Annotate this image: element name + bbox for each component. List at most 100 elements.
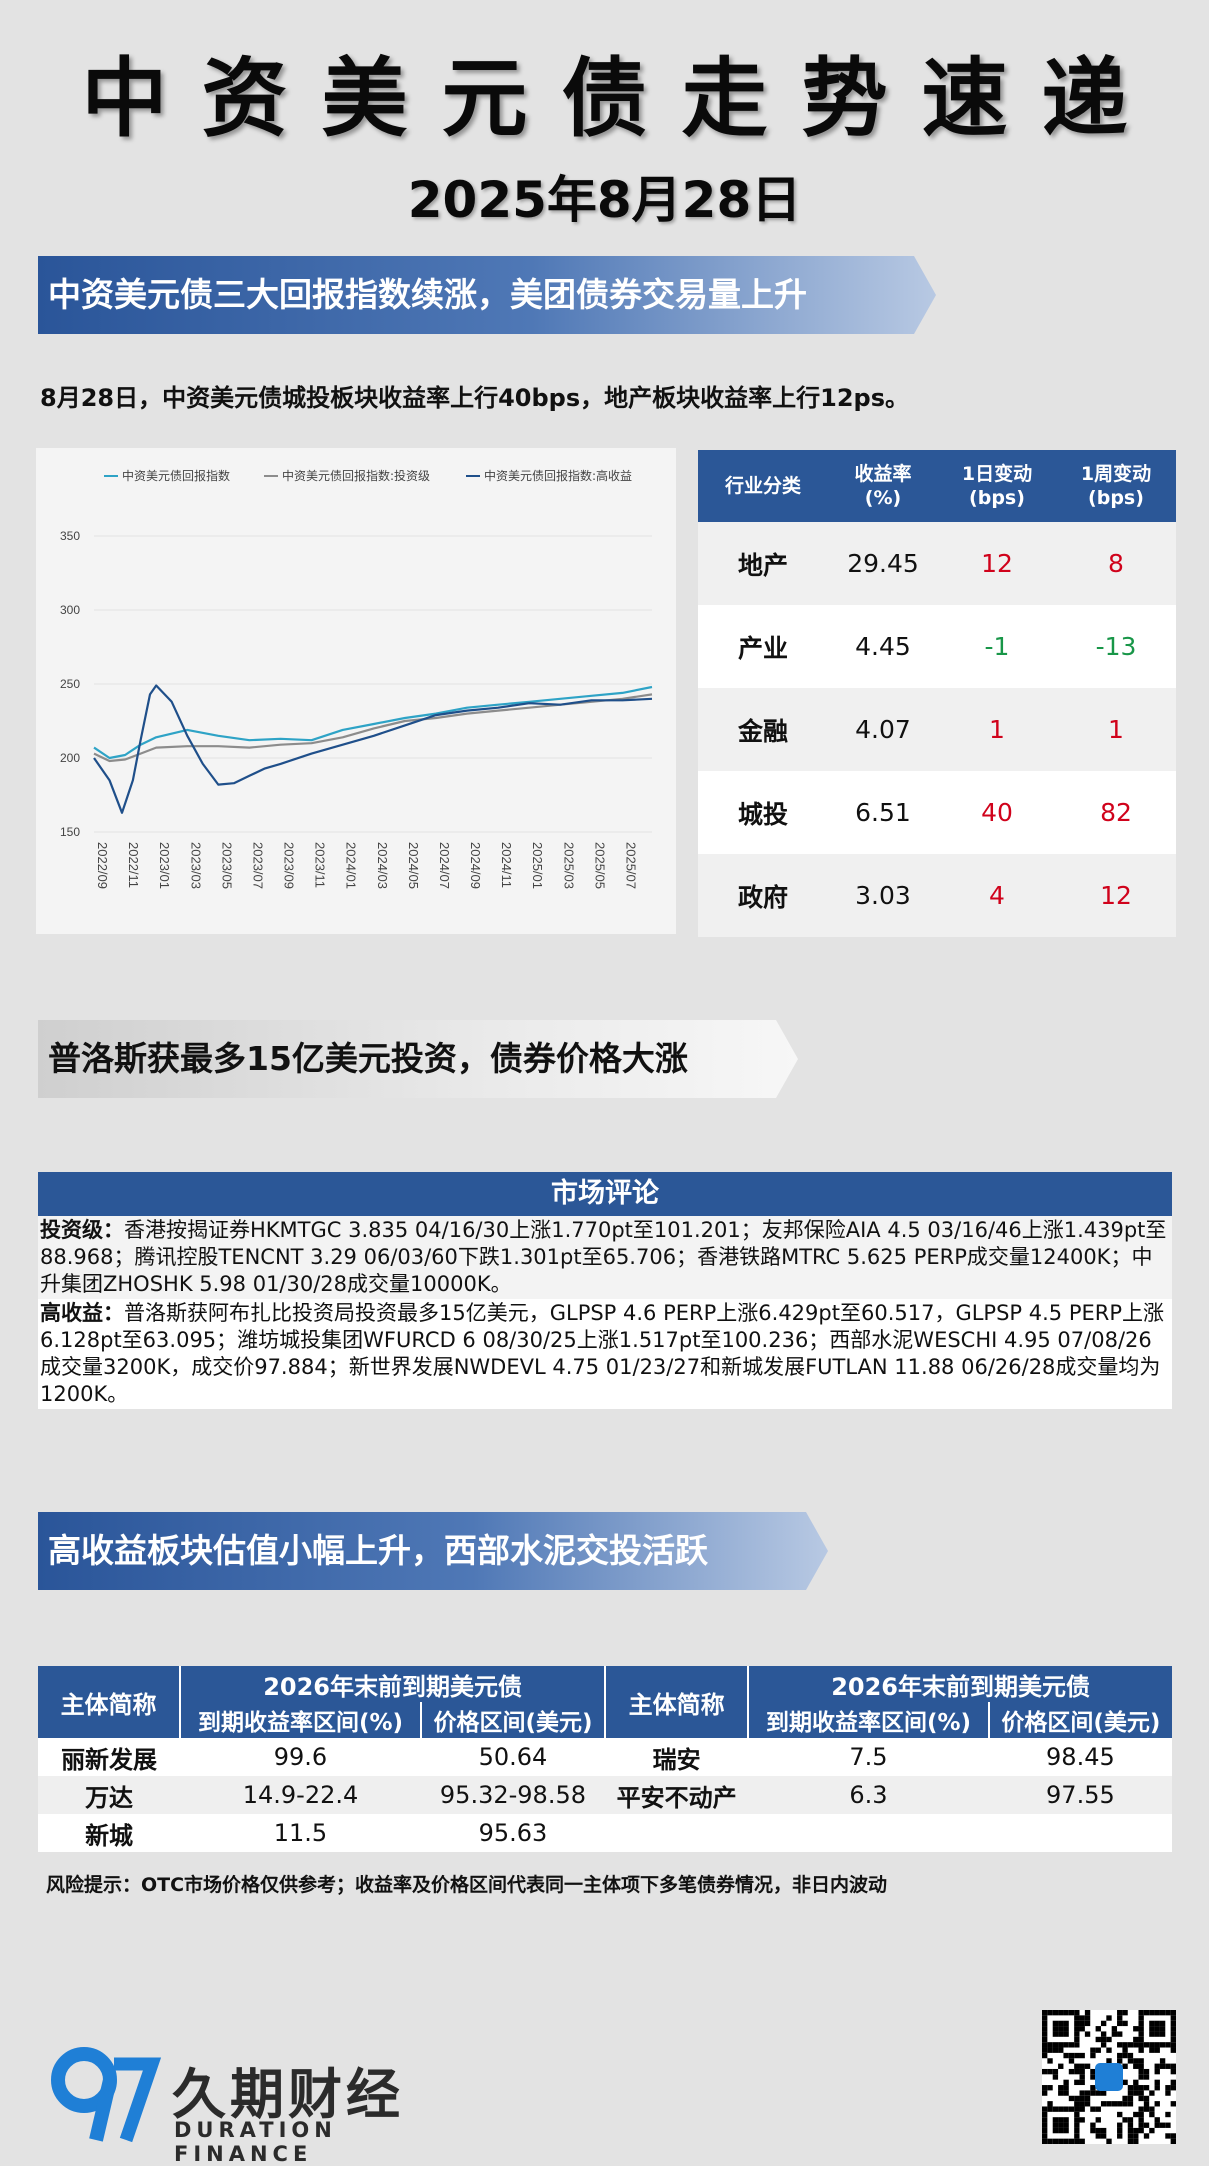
- x-tick-label: 2023/03: [188, 842, 203, 889]
- sector-1d-change: 1: [938, 688, 1056, 771]
- x-tick-label: 2023/01: [157, 842, 172, 889]
- bond-yield-range: 11.5: [180, 1814, 421, 1852]
- x-tick-label: 2022/09: [95, 842, 110, 889]
- sector-yield-table: 行业分类 收益率 (%) 1日变动 (bps) 1周变动 (bps) 地产 29.…: [698, 450, 1176, 937]
- bond-issuer: 万达: [38, 1776, 181, 1814]
- x-tick-label: 2024/05: [406, 842, 421, 889]
- series-line-1: [93, 693, 653, 763]
- ig-label: 投资级：: [40, 1218, 124, 1242]
- sector-table-header: 行业分类 收益率 (%) 1日变动 (bps) 1周变动 (bps): [698, 450, 1176, 522]
- sector-1w-change: 12: [1056, 854, 1176, 937]
- bond-yield-range: 14.9-22.4: [180, 1776, 421, 1814]
- x-tick-label: 2025/05: [592, 842, 607, 889]
- bond-price-range: [988, 1814, 1172, 1852]
- x-tick-label: 2024/03: [375, 842, 390, 889]
- bond-price-range: 98.45: [988, 1738, 1172, 1776]
- sector-yield: 4.45: [828, 605, 938, 688]
- col-price-right: 价格区间(美元): [988, 1702, 1172, 1738]
- bond-price-range: 50.64: [420, 1738, 606, 1776]
- bond-table-header-row2: 到期收益率区间(%) 价格区间(美元) 到期收益率区间(%) 价格区间(美元): [38, 1702, 1172, 1738]
- sector-row: 地产 29.45 12 8: [698, 522, 1176, 605]
- section-banner-high-yield: 高收益板块估值小幅上升，西部水泥交投活跃: [38, 1512, 828, 1590]
- x-tick-label: 2023/11: [313, 842, 328, 888]
- legend-label: 中资美元债回报指数: [122, 468, 230, 483]
- x-tick-label: 2023/05: [219, 842, 234, 889]
- section-banner-glp: 普洛斯获最多15亿美元投资，债券价格大涨: [38, 1020, 798, 1098]
- index-chart: 中资美元债回报指数 中资美元债回报指数:投资级 中资美元债回报指数:高收益 150 2…: [36, 448, 676, 934]
- sector-row: 金融 4.07 1 1: [698, 688, 1176, 771]
- bond-issuer: [605, 1814, 749, 1852]
- col-yield: 收益率 (%): [828, 450, 938, 522]
- sector-1d-change: 12: [938, 522, 1056, 605]
- logo-97-icon: [51, 2047, 162, 2143]
- sector-name: 产业: [698, 605, 828, 688]
- bond-yield-range: 99.6: [180, 1738, 421, 1776]
- chart-x-ticks: 2022/09 2022/11 2023/01 2023/03 2023/05 2023/…: [95, 842, 638, 889]
- sector-row: 政府 3.03 4 12: [698, 854, 1176, 937]
- page-title: 中资美元债走势速递: [81, 49, 1162, 149]
- y-tick-label: 200: [60, 751, 80, 765]
- x-tick-label: 2025/07: [623, 842, 638, 889]
- group-header-left: 2026年末前到期美元债: [180, 1666, 607, 1702]
- bond-price-range: 97.55: [988, 1776, 1172, 1814]
- logo-text-cn: 久期财经: [172, 2063, 404, 2126]
- chart-y-ticks: 150 200 250 300 350: [60, 529, 80, 839]
- ig-text: 香港按揭证券HKMTGC 3.835 04/16/30上涨1.770pt至101…: [40, 1218, 1167, 1296]
- bond-price-range: 95.63: [420, 1814, 606, 1852]
- x-tick-label: 2025/03: [561, 842, 576, 889]
- sector-name: 城投: [698, 771, 828, 854]
- logo-text-en: DURATION FINANCE: [174, 2118, 337, 2166]
- sector-yield: 3.03: [828, 854, 938, 937]
- risk-note: 风险提示：OTC市场价格仅供参考；收益率及价格区间代表同一主体项下多笔债券情况，…: [46, 1874, 888, 1896]
- legend-label: 中资美元债回报指数:高收益: [484, 468, 632, 483]
- sector-yield: 4.07: [828, 688, 938, 771]
- bond-issuer: 平安不动产: [605, 1776, 749, 1814]
- bond-row: 万达 14.9-22.4 95.32-98.58 平安不动产 6.3 97.55: [38, 1776, 1172, 1814]
- col-sector: 行业分类: [698, 450, 828, 522]
- hy-text: 普洛斯获阿布扎比投资局投资最多15亿美元，GLPSP 4.6 PERP上涨6.4…: [40, 1301, 1165, 1406]
- col-issuer-left: 主体简称: [38, 1666, 182, 1738]
- x-tick-label: 2023/07: [250, 842, 265, 889]
- bond-issuer: 新城: [38, 1814, 181, 1852]
- x-tick-label: 2023/09: [282, 842, 297, 889]
- col-yield-right: 到期收益率区间(%): [748, 1702, 990, 1738]
- bond-table-header-row1: 主体简称 2026年末前到期美元债 主体简称 2026年末前到期美元债: [38, 1666, 1172, 1738]
- col-issuer-right: 主体简称: [605, 1666, 750, 1738]
- sector-1d-change: 40: [938, 771, 1056, 854]
- section-banner-index: 中资美元债三大回报指数续涨，美团债券交易量上升: [38, 256, 936, 334]
- group-header-right: 2026年末前到期美元债: [748, 1666, 1172, 1702]
- sector-1w-change: -13: [1056, 605, 1176, 688]
- commentary-header: 市场评论: [38, 1172, 1172, 1216]
- sector-name: 金融: [698, 688, 828, 771]
- bond-row: 丽新发展 99.6 50.64 瑞安 7.5 98.45: [38, 1738, 1172, 1776]
- qr-code-image: [1042, 2010, 1176, 2144]
- x-tick-label: 2024/01: [344, 842, 359, 889]
- y-tick-label: 300: [60, 603, 80, 617]
- sector-1w-change: 8: [1056, 522, 1176, 605]
- col-1w-change: 1周变动 (bps): [1056, 450, 1176, 522]
- commentary-investment-grade: 投资级：香港按揭证券HKMTGC 3.835 04/16/30上涨1.770pt…: [38, 1216, 1172, 1299]
- commentary-high-yield: 高收益：普洛斯获阿布扎比投资局投资最多15亿美元，GLPSP 4.6 PERP上…: [38, 1299, 1172, 1409]
- hy-label: 高收益：: [40, 1301, 124, 1325]
- x-tick-label: 2025/01: [530, 842, 545, 889]
- col-price-left: 价格区间(美元): [420, 1702, 607, 1738]
- report-date: 2025年8月28日: [407, 171, 802, 229]
- sector-1d-change: -1: [938, 605, 1056, 688]
- y-tick-label: 350: [60, 529, 80, 543]
- sector-row: 产业 4.45 -1 -13: [698, 605, 1176, 688]
- sector-yield: 6.51: [828, 771, 938, 854]
- qr-code[interactable]: [1042, 2010, 1176, 2144]
- y-tick-label: 150: [60, 825, 80, 839]
- series-line-0: [93, 685, 653, 760]
- market-commentary: 市场评论 投资级：香港按揭证券HKMTGC 3.835 04/16/30上涨1.…: [38, 1172, 1172, 1409]
- sector-row: 城投 6.51 40 82: [698, 771, 1176, 854]
- sector-name: 政府: [698, 854, 828, 937]
- duration-finance-logo: 久期财经 DURATION FINANCE: [44, 2040, 464, 2166]
- chart-lines: [93, 684, 653, 814]
- series-line-2: [93, 684, 653, 814]
- bond-issuer: 丽新发展: [38, 1738, 181, 1776]
- x-tick-label: 2024/07: [437, 842, 452, 889]
- bond-issuer: 瑞安: [605, 1738, 749, 1776]
- bond-yield-range: [748, 1814, 989, 1852]
- bond-price-range: 95.32-98.58: [420, 1776, 606, 1814]
